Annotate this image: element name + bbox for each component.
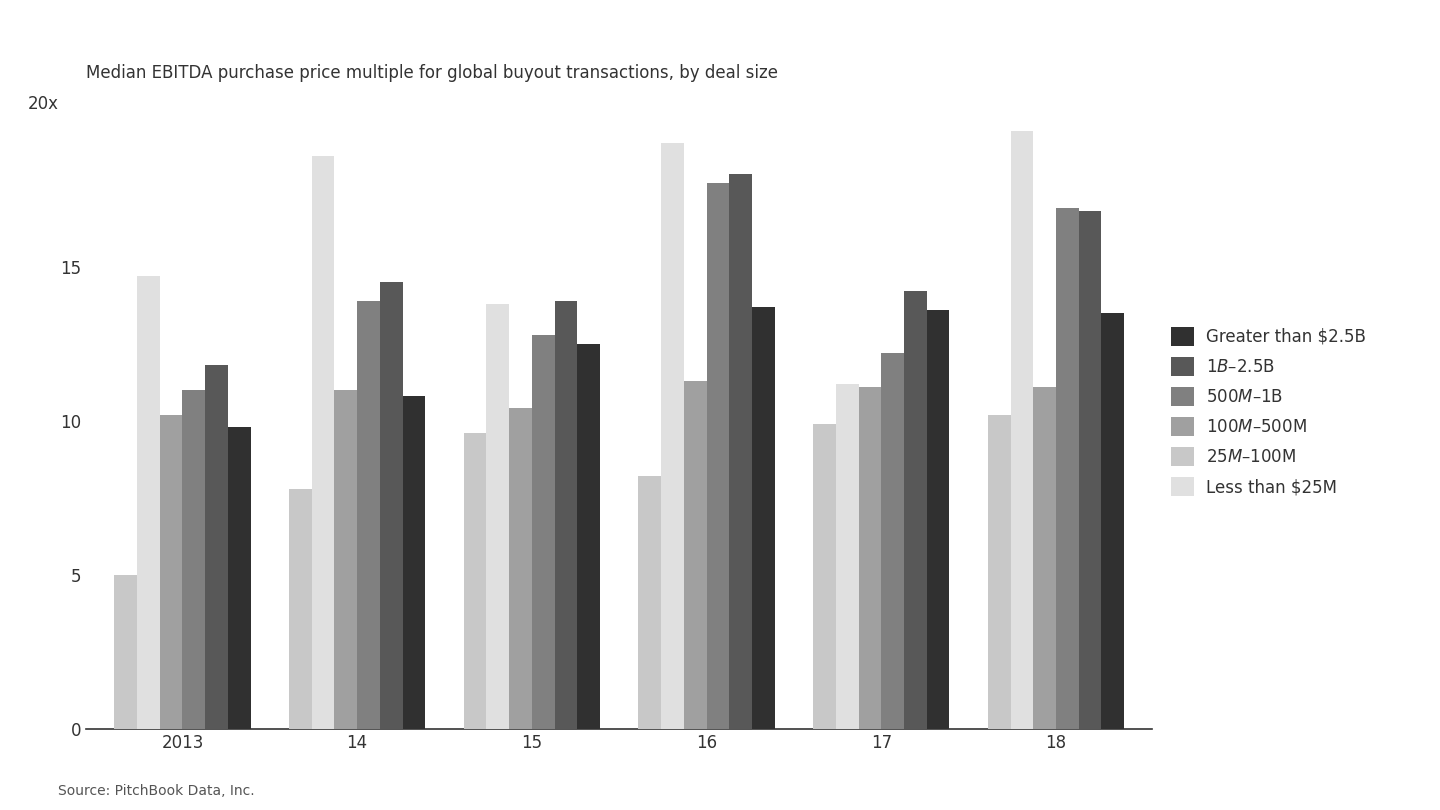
Text: Source: PitchBook Data, Inc.: Source: PitchBook Data, Inc. [58,784,255,798]
Bar [334,390,357,729]
Legend: Greater than $2.5B, $1B–$2.5B, $500M–$1B, $100M–$500M, $25M–$100M, Less than $25: Greater than $2.5B, $1B–$2.5B, $500M–$1B… [1171,326,1367,497]
Bar [380,282,403,729]
Bar [881,353,904,729]
Bar [1011,131,1034,729]
Bar [357,301,380,729]
Bar [927,310,949,729]
Bar [638,476,661,729]
Bar [487,304,510,729]
Bar [904,292,927,729]
Bar [814,424,835,729]
Bar [311,156,334,729]
Text: Median EBITDA purchase price multiple for global buyout transactions, by deal si: Median EBITDA purchase price multiple fo… [86,64,779,82]
Bar [114,575,137,729]
Bar [137,276,160,729]
Bar [729,174,752,729]
Bar [554,301,577,729]
Bar [835,384,858,729]
Bar [1056,208,1079,729]
Bar [204,365,228,729]
Bar [464,433,487,729]
Bar [577,343,600,729]
Bar [752,307,775,729]
Bar [531,335,554,729]
Bar [858,387,881,729]
Bar [684,381,707,729]
Bar [661,143,684,729]
Text: 20x: 20x [27,95,59,113]
Bar [510,408,531,729]
Bar [1102,313,1125,729]
Bar [183,390,204,729]
Bar [160,415,183,729]
Bar [988,415,1011,729]
Bar [403,396,425,729]
Bar [289,488,311,729]
Bar [1034,387,1056,729]
Bar [707,184,729,729]
Bar [1079,211,1102,729]
Bar [228,427,251,729]
